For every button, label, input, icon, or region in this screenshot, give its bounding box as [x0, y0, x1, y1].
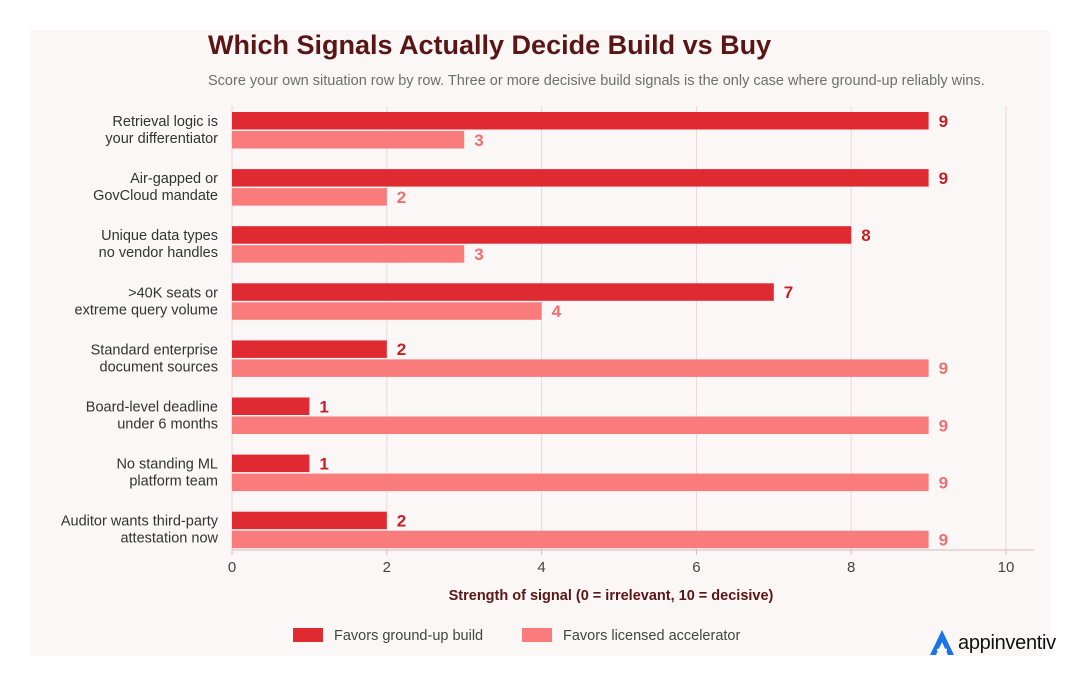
- legend: Favors ground-up build Favors licensed ac…: [293, 628, 740, 644]
- category-label-line: GovCloud mandate: [93, 188, 218, 204]
- brand-name: appinventiv: [958, 631, 1056, 654]
- bar-build: [232, 112, 929, 130]
- bars: [232, 112, 929, 549]
- value-label-build: 2: [397, 340, 406, 359]
- value-label-build: 8: [861, 226, 870, 245]
- value-label-build: 1: [319, 397, 328, 416]
- value-label-build: 1: [319, 454, 328, 473]
- category-label-line: document sources: [100, 359, 218, 375]
- x-tick-label: 10: [998, 559, 1015, 576]
- bar-build: [232, 169, 929, 187]
- bar-build: [232, 454, 310, 473]
- legend-swatch: [522, 628, 552, 642]
- category-label: Retrieval logic is your differentiator: [105, 114, 218, 147]
- legend-swatch: [293, 628, 323, 642]
- value-label-build: 2: [397, 511, 406, 530]
- category-label-line: Retrieval logic is: [112, 114, 218, 130]
- category-label-line: >40K seats or: [128, 285, 218, 301]
- brand-logo: appinventiv: [928, 628, 1056, 658]
- bar-licensed: [232, 359, 929, 377]
- bar-build: [232, 226, 852, 244]
- x-tick-label: 4: [537, 559, 545, 576]
- category-label: Board-level deadline under 6 months: [86, 400, 218, 433]
- value-label-licensed: 2: [397, 188, 406, 207]
- x-tick-label: 6: [692, 559, 700, 576]
- category-label-line: no vendor handles: [99, 245, 218, 261]
- value-label-licensed: 9: [939, 359, 948, 378]
- category-label: No standing ML platform team: [116, 457, 218, 490]
- x-axis: 0 2 4 6 8 10: [228, 549, 1034, 576]
- category-label-line: Auditor wants third-party: [61, 514, 219, 530]
- value-label-build: 7: [784, 283, 793, 302]
- bar-licensed: [232, 188, 387, 206]
- appinventiv-logo-icon: [930, 630, 954, 655]
- value-label-build: 9: [939, 169, 948, 188]
- x-axis-label: Strength of signal (0 = irrelevant, 10 =…: [449, 588, 774, 604]
- bar-licensed: [232, 416, 929, 434]
- bar-build: [232, 283, 774, 301]
- category-label: Standard enterprise document sources: [91, 342, 218, 375]
- bar-licensed: [232, 131, 465, 149]
- category-label-line: Standard enterprise: [91, 342, 218, 358]
- chart-panel: [30, 30, 1050, 656]
- category-label-line: Board-level deadline: [86, 400, 218, 416]
- chart-subtitle: Score your own situation row by row. Thr…: [208, 73, 985, 89]
- x-tick-label: 2: [383, 559, 391, 576]
- bar-build: [232, 340, 387, 358]
- bar-build: [232, 511, 387, 530]
- category-label-line: Unique data types: [101, 228, 218, 244]
- category-label-line: No standing ML: [116, 457, 218, 473]
- value-label-licensed: 9: [939, 416, 948, 435]
- value-labels: 9 3 9 2 8 3 7 4 2 9 1 9 1 9 2 9: [319, 112, 948, 550]
- category-label-line: attestation now: [120, 531, 218, 547]
- category-label: Auditor wants third-party attestation now: [61, 514, 219, 547]
- legend-label: Favors ground-up build: [334, 628, 483, 644]
- category-label: Air-gapped or GovCloud mandate: [93, 171, 218, 204]
- x-tick-label: 8: [847, 559, 855, 576]
- value-label-licensed: 3: [474, 131, 483, 150]
- bar-licensed: [232, 473, 929, 492]
- x-tick-label: 0: [228, 559, 236, 576]
- category-label: >40K seats or extreme query volume: [75, 285, 219, 318]
- value-label-licensed: 4: [552, 302, 562, 321]
- bar-licensed: [232, 302, 542, 320]
- bar-licensed: [232, 245, 465, 263]
- category-label-line: under 6 months: [117, 417, 218, 433]
- value-label-build: 9: [939, 112, 948, 131]
- category-label-line: Air-gapped or: [130, 171, 218, 187]
- value-label-licensed: 3: [474, 245, 483, 264]
- category-label-line: platform team: [129, 474, 218, 490]
- value-label-licensed: 9: [939, 473, 948, 492]
- bar-build: [232, 397, 310, 415]
- category-labels: Retrieval logic is your differentiator Air…: [61, 114, 219, 547]
- chart-title: Which Signals Actually Decide Build vs B…: [208, 30, 772, 60]
- category-label-line: your differentiator: [105, 131, 218, 147]
- value-label-licensed: 9: [939, 530, 948, 549]
- bar-licensed: [232, 530, 929, 549]
- category-label-line: extreme query volume: [75, 302, 218, 318]
- legend-label: Favors licensed accelerator: [563, 628, 740, 644]
- category-label: Unique data types no vendor handles: [99, 228, 218, 261]
